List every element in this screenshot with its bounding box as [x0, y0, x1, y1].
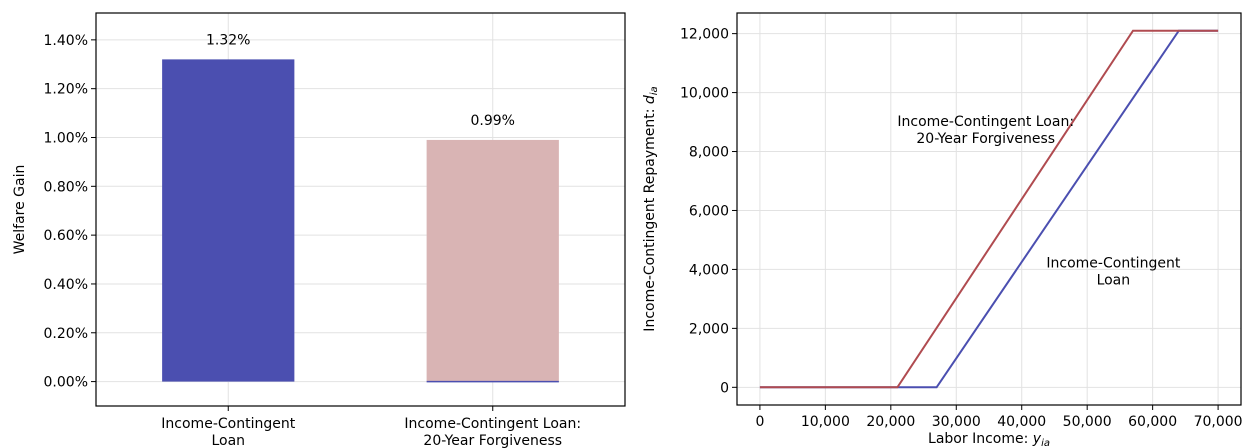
bar-chart-x-ticks: Income-Contingent Loan Income-Contingent L…	[161, 406, 581, 448]
bar-chart-value-labels: 1.32% 0.99%	[206, 32, 515, 129]
line-chart-annotations: Income-Contingent Loan: 20-Year Forgivene…	[897, 114, 1180, 288]
bar-chart-y-tick-label: 0.40%	[44, 277, 88, 293]
line-chart-frame	[736, 12, 1242, 406]
bar-chart-y-tick-label: 1.00%	[44, 130, 88, 146]
bar-chart-value-label: 1.32%	[206, 32, 250, 48]
line-chart-y-tick-label: 2,000	[689, 321, 729, 337]
line-chart-x-tick-label: 40,000	[997, 414, 1046, 430]
line-chart-y-tick-label: 12,000	[680, 27, 729, 43]
line-chart-y-tick-label: 0	[720, 380, 729, 396]
bar-chart-y-tick-label: 0.20%	[44, 326, 88, 342]
bar-chart-value-label: 0.99%	[471, 113, 515, 129]
line-chart-x-tick-label: 30,000	[932, 414, 981, 430]
bar-chart-x-tick-label: Income-Contingent Loan: 20-Year Forgivene…	[404, 416, 581, 448]
bar-chart-y-tick-label: 1.20%	[44, 82, 88, 98]
bar-chart-y-tick-label: 1.40%	[44, 33, 88, 49]
bar-chart-bar	[426, 139, 559, 382]
line-chart-y-tick-label: 10,000	[680, 86, 729, 102]
line-chart-series	[759, 29, 1219, 389]
bar-chart-y-axis-label: Welfare Gain	[12, 165, 28, 255]
line-chart-x-tick-label: 20,000	[866, 414, 915, 430]
line-chart-x-tick-label: 50,000	[1063, 414, 1112, 430]
line-chart-y-tick-label: 6,000	[689, 203, 729, 219]
repayment-line-chart: Income-Contingent Loan: 20-Year Forgivene…	[642, 12, 1243, 448]
bar-chart-y-tick-label: 0.60%	[44, 228, 88, 244]
line-chart-x-tick-label: 70,000	[1194, 414, 1243, 430]
line-chart-series-line	[759, 29, 1219, 389]
bar-chart-x-tick-label: Income-Contingent Loan	[161, 416, 295, 448]
line-chart-x-axis-label: Labor Income: yia	[928, 431, 1050, 448]
bar-chart-bars	[162, 59, 559, 383]
bar-chart-y-tick-label: 0.80%	[44, 179, 88, 195]
line-chart-annotation: Income-Contingent Loan: 20-Year Forgivene…	[897, 114, 1074, 147]
welfare-gain-bar-chart: 1.32% 0.99% 0.00% 0.20% 0.40% 0.60% 0.80% 1.00…	[12, 12, 626, 448]
line-chart-series-line	[759, 29, 1219, 389]
line-chart-annotation: Income-Contingent Loan	[1046, 255, 1180, 288]
line-chart-grid	[737, 13, 1241, 405]
line-chart-y-axis-label: Income-Contingent Repayment: dia	[642, 86, 660, 331]
line-chart-y-tick-label: 4,000	[689, 262, 729, 278]
line-chart-x-tick-label: 0	[755, 414, 764, 430]
line-chart-y-ticks: 0 2,000 4,000 6,000 8,000 10,000 12,000	[680, 27, 737, 396]
line-chart-x-ticks: 0 10,000 20,000 30,000 40,000 50,000 60,000 70,…	[755, 405, 1243, 430]
bar-chart-bar	[162, 59, 295, 382]
bar-chart-y-ticks: 0.00% 0.20% 0.40% 0.60% 0.80% 1.00% 1.20% 1.40%	[44, 33, 96, 391]
line-chart-x-tick-label: 10,000	[801, 414, 850, 430]
bar-chart-frame	[95, 12, 626, 407]
bar-chart-y-tick-label: 0.00%	[44, 375, 88, 391]
line-chart-y-tick-label: 8,000	[689, 145, 729, 161]
line-chart-x-tick-label: 60,000	[1128, 414, 1177, 430]
